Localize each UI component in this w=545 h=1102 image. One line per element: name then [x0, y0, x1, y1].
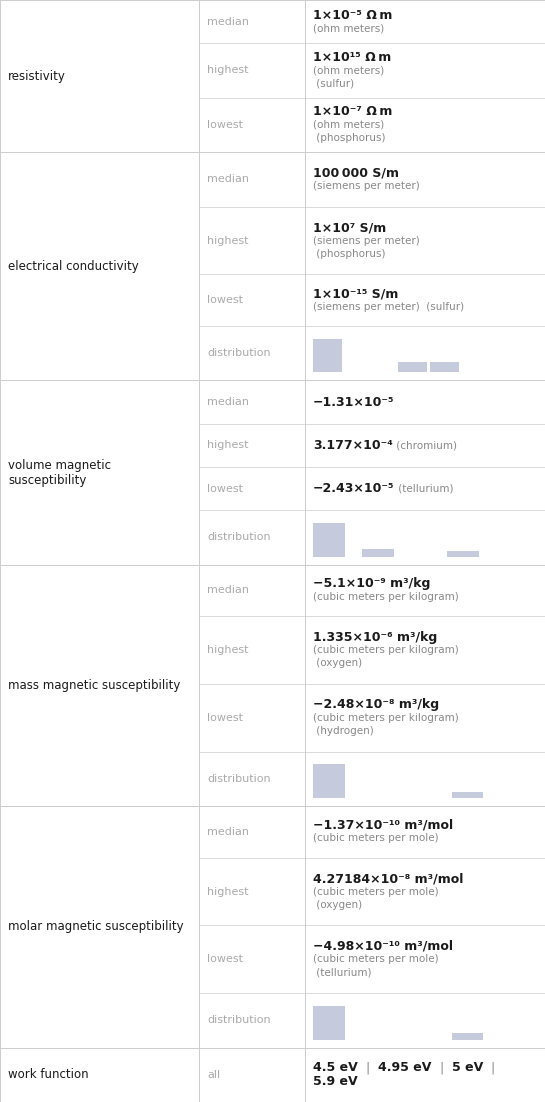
- Text: (cubic meters per mole): (cubic meters per mole): [313, 886, 439, 897]
- Text: resistivity: resistivity: [8, 69, 66, 83]
- Text: lowest: lowest: [207, 120, 243, 130]
- Text: median: median: [207, 826, 249, 836]
- Bar: [313, 338, 342, 372]
- Text: −4.98×10⁻¹⁰ m³/mol: −4.98×10⁻¹⁰ m³/mol: [313, 940, 453, 953]
- Bar: [447, 551, 479, 557]
- Text: (oxygen): (oxygen): [313, 899, 362, 909]
- Text: 1.335×10⁻⁶ m³/kg: 1.335×10⁻⁶ m³/kg: [313, 630, 438, 644]
- Text: work function: work function: [8, 1068, 89, 1081]
- Text: (oxygen): (oxygen): [313, 658, 362, 668]
- Text: −2.48×10⁻⁸ m³/kg: −2.48×10⁻⁸ m³/kg: [313, 699, 439, 711]
- Text: −5.1×10⁻⁹ m³/kg: −5.1×10⁻⁹ m³/kg: [313, 577, 431, 591]
- Text: (ohm meters): (ohm meters): [313, 23, 384, 33]
- Text: lowest: lowest: [207, 954, 243, 964]
- Text: 100 000 S/m: 100 000 S/m: [313, 166, 399, 180]
- Text: all: all: [207, 1070, 220, 1080]
- Text: distribution: distribution: [207, 348, 270, 358]
- Bar: [452, 1034, 483, 1039]
- Bar: [313, 522, 344, 557]
- Bar: [398, 361, 427, 372]
- Bar: [429, 361, 459, 372]
- Text: −2.43×10⁻⁵: −2.43×10⁻⁵: [313, 482, 395, 495]
- Bar: [313, 1006, 344, 1039]
- Text: 4.5 eV: 4.5 eV: [313, 1061, 358, 1074]
- Text: (hydrogen): (hydrogen): [313, 726, 374, 736]
- Text: distribution: distribution: [207, 1015, 270, 1025]
- Text: |: |: [358, 1061, 378, 1074]
- Text: (cubic meters per mole): (cubic meters per mole): [313, 833, 439, 843]
- Text: (ohm meters): (ohm meters): [313, 65, 384, 75]
- Text: highest: highest: [207, 236, 249, 246]
- Text: 5.9 eV: 5.9 eV: [313, 1076, 358, 1089]
- Text: molar magnetic susceptibility: molar magnetic susceptibility: [8, 920, 184, 933]
- Text: |: |: [432, 1061, 452, 1074]
- Text: (phosphorus): (phosphorus): [313, 133, 386, 143]
- Text: 1×10⁷ S/m: 1×10⁷ S/m: [313, 222, 386, 234]
- Bar: [313, 764, 344, 798]
- Text: 3.177×10⁻⁴: 3.177×10⁻⁴: [313, 439, 393, 452]
- Text: 1×10¹⁵ Ω m: 1×10¹⁵ Ω m: [313, 51, 391, 64]
- Text: median: median: [207, 397, 249, 407]
- Text: (tellurium): (tellurium): [395, 484, 453, 494]
- Text: lowest: lowest: [207, 484, 243, 494]
- Text: (cubic meters per mole): (cubic meters per mole): [313, 954, 439, 964]
- Text: 4.27184×10⁻⁸ m³/mol: 4.27184×10⁻⁸ m³/mol: [313, 872, 464, 885]
- Text: −1.37×10⁻¹⁰ m³/mol: −1.37×10⁻¹⁰ m³/mol: [313, 819, 453, 832]
- Text: highest: highest: [207, 441, 249, 451]
- Text: 4.95 eV: 4.95 eV: [378, 1061, 432, 1074]
- Text: (tellurium): (tellurium): [313, 968, 372, 977]
- Bar: [362, 549, 394, 557]
- Text: (phosphorus): (phosphorus): [313, 249, 386, 259]
- Text: 1×10⁻¹⁵ S/m: 1×10⁻¹⁵ S/m: [313, 288, 398, 300]
- Text: median: median: [207, 17, 249, 26]
- Text: 1×10⁻⁷ Ω m: 1×10⁻⁷ Ω m: [313, 106, 392, 118]
- Text: highest: highest: [207, 65, 249, 75]
- Text: |: |: [483, 1061, 495, 1074]
- Text: (cubic meters per kilogram): (cubic meters per kilogram): [313, 645, 459, 655]
- Text: median: median: [207, 585, 249, 595]
- Text: (sulfur): (sulfur): [313, 78, 354, 88]
- Text: 1×10⁻⁵ Ω m: 1×10⁻⁵ Ω m: [313, 9, 392, 22]
- Text: highest: highest: [207, 886, 249, 897]
- Text: median: median: [207, 174, 249, 184]
- Text: highest: highest: [207, 645, 249, 655]
- Text: (chromium): (chromium): [393, 441, 457, 451]
- Text: (siemens per meter)  (sulfur): (siemens per meter) (sulfur): [313, 302, 464, 312]
- Text: mass magnetic susceptibility: mass magnetic susceptibility: [8, 679, 180, 692]
- Text: lowest: lowest: [207, 713, 243, 723]
- Text: (siemens per meter): (siemens per meter): [313, 236, 420, 246]
- Text: (siemens per meter): (siemens per meter): [313, 181, 420, 191]
- Text: distribution: distribution: [207, 532, 270, 542]
- Text: 5 eV: 5 eV: [452, 1061, 483, 1074]
- Text: volume magnetic
susceptibility: volume magnetic susceptibility: [8, 458, 111, 487]
- Text: distribution: distribution: [207, 774, 270, 784]
- Bar: [452, 792, 483, 798]
- Text: (cubic meters per kilogram): (cubic meters per kilogram): [313, 592, 459, 602]
- Text: electrical conductivity: electrical conductivity: [8, 260, 139, 273]
- Text: lowest: lowest: [207, 295, 243, 305]
- Text: −1.31×10⁻⁵: −1.31×10⁻⁵: [313, 396, 395, 409]
- Text: (ohm meters): (ohm meters): [313, 120, 384, 130]
- Text: (cubic meters per kilogram): (cubic meters per kilogram): [313, 713, 459, 723]
